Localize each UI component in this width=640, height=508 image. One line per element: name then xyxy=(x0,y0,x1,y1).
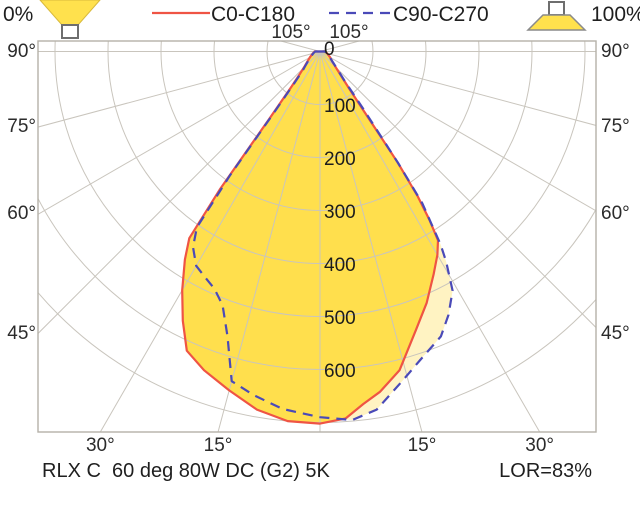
angle-label-top-105: 105° xyxy=(329,22,369,43)
luminaire-title: RLX C 60 deg 80W DC (G2) 5K xyxy=(42,460,330,482)
legend-label-c90-c270: C90-C270 xyxy=(393,3,489,26)
ring-label-0: 0 xyxy=(324,38,335,60)
legend-line-c90-icon xyxy=(329,11,391,15)
angle-label-left-75: 75° xyxy=(7,116,36,138)
grid-ray--45 xyxy=(38,51,321,335)
grid-ray-75 xyxy=(319,51,596,126)
ring-label-400: 400 xyxy=(324,254,356,276)
ring-label-200: 200 xyxy=(324,148,356,170)
angle-label-left-90: 90° xyxy=(7,40,36,62)
grid-ray--75 xyxy=(38,51,321,128)
grid-ray--30 xyxy=(99,51,321,432)
downlight-percent-label: 100% xyxy=(591,3,640,26)
lor-value: LOR=83% xyxy=(499,460,592,482)
grid-ray-15 xyxy=(319,51,423,432)
uplight-percent-label: 0% xyxy=(3,3,34,26)
angle-label-left-60: 60° xyxy=(7,203,36,225)
grid-ray-30 xyxy=(319,51,541,432)
angle-label-bottom-30: 30° xyxy=(525,435,555,456)
grid-ray--60 xyxy=(38,51,321,215)
grid-ray-60 xyxy=(319,51,596,212)
uplight-icon xyxy=(39,0,101,39)
ring-label-600: 600 xyxy=(324,360,356,382)
grid-ray-45 xyxy=(319,51,596,329)
downlight-icon xyxy=(526,1,587,31)
angle-label-right-60: 60° xyxy=(601,203,630,225)
legend-label-c0-c180: C0-C180 xyxy=(211,3,296,26)
curve-c90-c270 xyxy=(191,50,454,422)
angle-label-right-45: 45° xyxy=(601,322,630,344)
ring-label-100: 100 xyxy=(324,95,356,117)
grid-ray--15 xyxy=(217,51,321,432)
angle-label-right-90: 90° xyxy=(601,40,630,62)
ring-label-300: 300 xyxy=(324,201,356,223)
angle-label-bottom--15: 15° xyxy=(203,435,233,456)
angle-label-right-75: 75° xyxy=(601,116,630,138)
legend-line-c0-icon xyxy=(152,11,210,15)
angle-label-top-105: 105° xyxy=(271,22,311,43)
plot-frame xyxy=(37,40,597,433)
angle-label-left-45: 45° xyxy=(7,322,36,344)
angle-label-bottom-15: 15° xyxy=(407,435,437,456)
ring-label-500: 500 xyxy=(324,307,356,329)
angle-label-bottom--30: 30° xyxy=(85,435,115,456)
